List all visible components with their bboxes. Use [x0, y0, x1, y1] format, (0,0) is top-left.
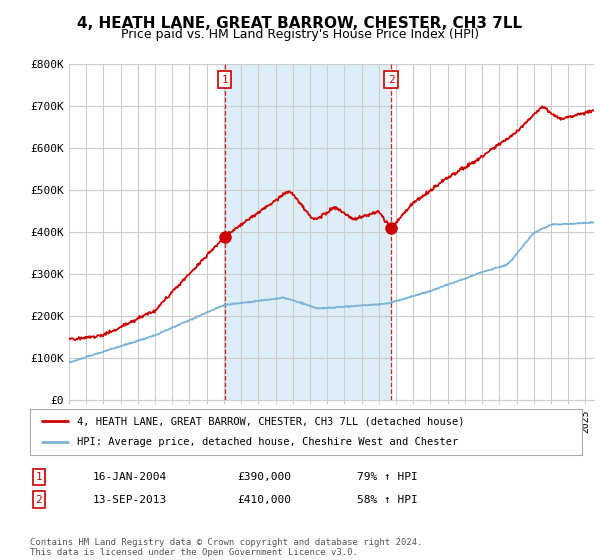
Text: 4, HEATH LANE, GREAT BARROW, CHESTER, CH3 7LL (detached house): 4, HEATH LANE, GREAT BARROW, CHESTER, CH…: [77, 416, 464, 426]
Text: 1: 1: [221, 74, 228, 85]
Text: 79% ↑ HPI: 79% ↑ HPI: [357, 472, 418, 482]
Text: 16-JAN-2004: 16-JAN-2004: [93, 472, 167, 482]
Text: £390,000: £390,000: [237, 472, 291, 482]
Text: 58% ↑ HPI: 58% ↑ HPI: [357, 494, 418, 505]
Bar: [224, 64, 391, 400]
Text: Contains HM Land Registry data © Crown copyright and database right 2024.
This d: Contains HM Land Registry data © Crown c…: [30, 538, 422, 557]
Text: 2: 2: [35, 494, 43, 505]
Text: 1: 1: [35, 472, 43, 482]
Text: 4, HEATH LANE, GREAT BARROW, CHESTER, CH3 7LL: 4, HEATH LANE, GREAT BARROW, CHESTER, CH…: [77, 16, 523, 31]
Text: Price paid vs. HM Land Registry's House Price Index (HPI): Price paid vs. HM Land Registry's House …: [121, 28, 479, 41]
Text: 2: 2: [388, 74, 394, 85]
Text: £410,000: £410,000: [237, 494, 291, 505]
Text: HPI: Average price, detached house, Cheshire West and Chester: HPI: Average price, detached house, Ches…: [77, 437, 458, 447]
Text: 13-SEP-2013: 13-SEP-2013: [93, 494, 167, 505]
